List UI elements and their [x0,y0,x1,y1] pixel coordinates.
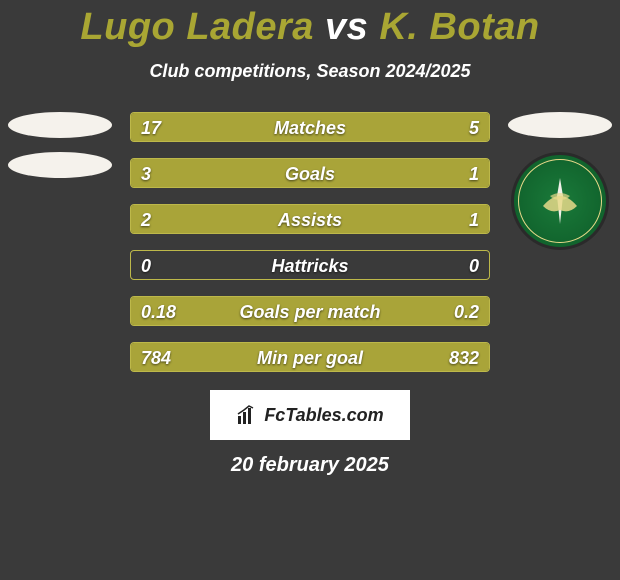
stat-label: Matches [131,113,489,142]
club-crest [511,152,609,250]
date-text: 20 february 2025 [0,454,620,477]
stat-row: 3Goals1 [130,158,490,188]
player2-name: K. Botan [379,6,539,48]
stat-value-right: 832 [449,343,479,372]
stat-bars: 17Matches5 3Goals1 2Assists1 0Hattricks0 0.1… [130,112,490,372]
stat-row: 2Assists1 [130,204,490,234]
comparison-stage: 17Matches5 3Goals1 2Assists1 0Hattricks0 0.1… [0,112,620,372]
stat-row: 0.18Goals per match0.2 [130,296,490,326]
right-badge-column [500,112,620,250]
stat-label: Goals [131,159,489,188]
stat-label: Min per goal [131,343,489,372]
placeholder-oval [8,112,112,138]
stat-label: Goals per match [131,297,489,326]
stat-value-right: 5 [469,113,479,142]
stat-row: 17Matches5 [130,112,490,142]
source-badge: FcTables.com [210,390,410,440]
stat-label: Assists [131,205,489,234]
stat-value-right: 0 [469,251,479,280]
placeholder-oval [508,112,612,138]
player1-name: Lugo Ladera [80,6,314,48]
page-title: Lugo Ladera vs K. Botan [0,0,620,49]
left-badge-column [0,112,120,178]
stat-row: 784Min per goal832 [130,342,490,372]
stat-value-right: 1 [469,159,479,188]
stat-label: Hattricks [131,251,489,280]
stat-row: 0Hattricks0 [130,250,490,280]
subtitle: Club competitions, Season 2024/2025 [0,61,620,82]
fctables-icon [236,404,258,426]
placeholder-oval [8,152,112,178]
vs-text: vs [325,6,368,48]
source-text: FcTables.com [264,405,383,426]
stat-value-right: 1 [469,205,479,234]
stat-value-right: 0.2 [454,297,479,326]
